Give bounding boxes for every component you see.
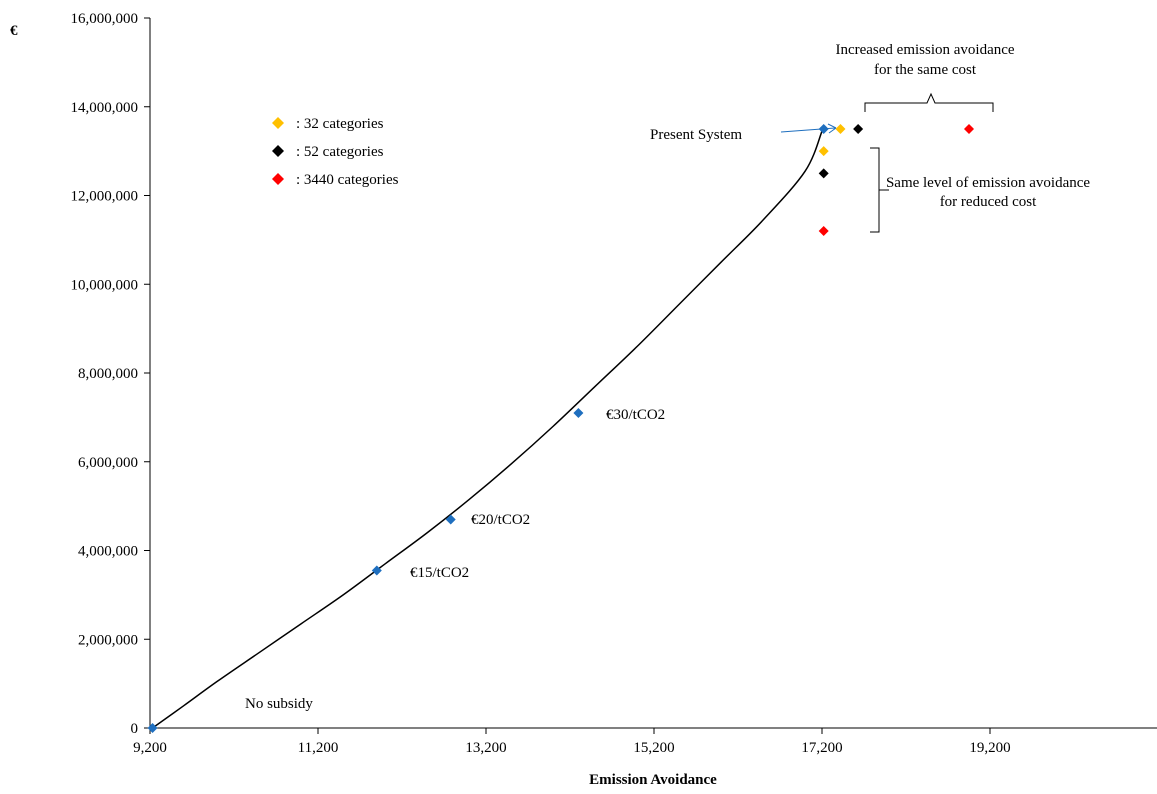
data-point (445, 514, 456, 525)
fit-curve (152, 130, 823, 729)
legend-label-52: : 52 categories (296, 144, 384, 160)
y-tick-label: 2,000,000 (78, 632, 138, 648)
vertical-brace (870, 147, 889, 233)
x-tick-label: 11,200 (298, 740, 339, 756)
data-points (147, 123, 974, 733)
x-axis-title: Emission Avoidance (589, 772, 717, 788)
data-point (818, 146, 829, 157)
horizontal-brace (864, 92, 994, 112)
annotation-present-system: Present System (650, 127, 742, 143)
annotation-increased-line1: Increased emission avoidance (835, 42, 1014, 58)
legend-label-32: : 32 categories (296, 116, 384, 132)
x-tick-label: 9,200 (133, 740, 167, 756)
legend-marker-32 (272, 117, 284, 129)
y-tick-label: 6,000,000 (78, 455, 138, 471)
y-tick-label: 8,000,000 (78, 366, 138, 382)
data-point (964, 123, 974, 134)
data-point (835, 123, 846, 134)
annotation-no-subsidy: No subsidy (245, 696, 313, 712)
legend-marker-52 (272, 145, 284, 157)
annotation-increased-line2: for the same cost (874, 62, 977, 78)
legend: : 32 categories : 52 categories : 3440 c… (272, 116, 399, 188)
annotation-20: €20/tCO2 (471, 512, 530, 528)
annotation-15: €15/tCO2 (410, 565, 469, 581)
data-point (818, 168, 829, 179)
y-tick-label: 10,000,000 (71, 277, 139, 293)
annotation-30: €30/tCO2 (606, 407, 665, 423)
x-tick-label: 19,200 (969, 740, 1010, 756)
y-tick-label: 0 (131, 721, 139, 737)
annotation-same-line1: Same level of emission avoidance (886, 175, 1090, 191)
x-tick-label: 15,200 (633, 740, 674, 756)
y-tick-label: 12,000,000 (71, 189, 139, 205)
x-tick-label: 13,200 (465, 740, 506, 756)
y-tick-label: 4,000,000 (78, 544, 138, 560)
y-ticks: 0 2,000,000 4,000,000 6,000,000 8,000,000 10,… (71, 11, 150, 737)
legend-label-3440: : 3440 categories (296, 172, 399, 188)
x-ticks: 9,200 11,200 13,200 15,200 17,200 19,200 (133, 728, 1011, 756)
data-point (573, 407, 584, 418)
legend-marker-3440 (272, 173, 284, 185)
data-point (371, 565, 382, 576)
data-point (818, 226, 829, 236)
data-point (147, 723, 158, 733)
data-point (853, 123, 864, 134)
annotation-same-line2: for reduced cost (940, 194, 1037, 210)
y-tick-label: 14,000,000 (71, 100, 139, 116)
y-tick-label: 16,000,000 (71, 11, 139, 27)
present-system-arrow (780, 123, 837, 134)
y-axis-title: € (10, 23, 18, 39)
x-tick-label: 17,200 (801, 740, 842, 756)
